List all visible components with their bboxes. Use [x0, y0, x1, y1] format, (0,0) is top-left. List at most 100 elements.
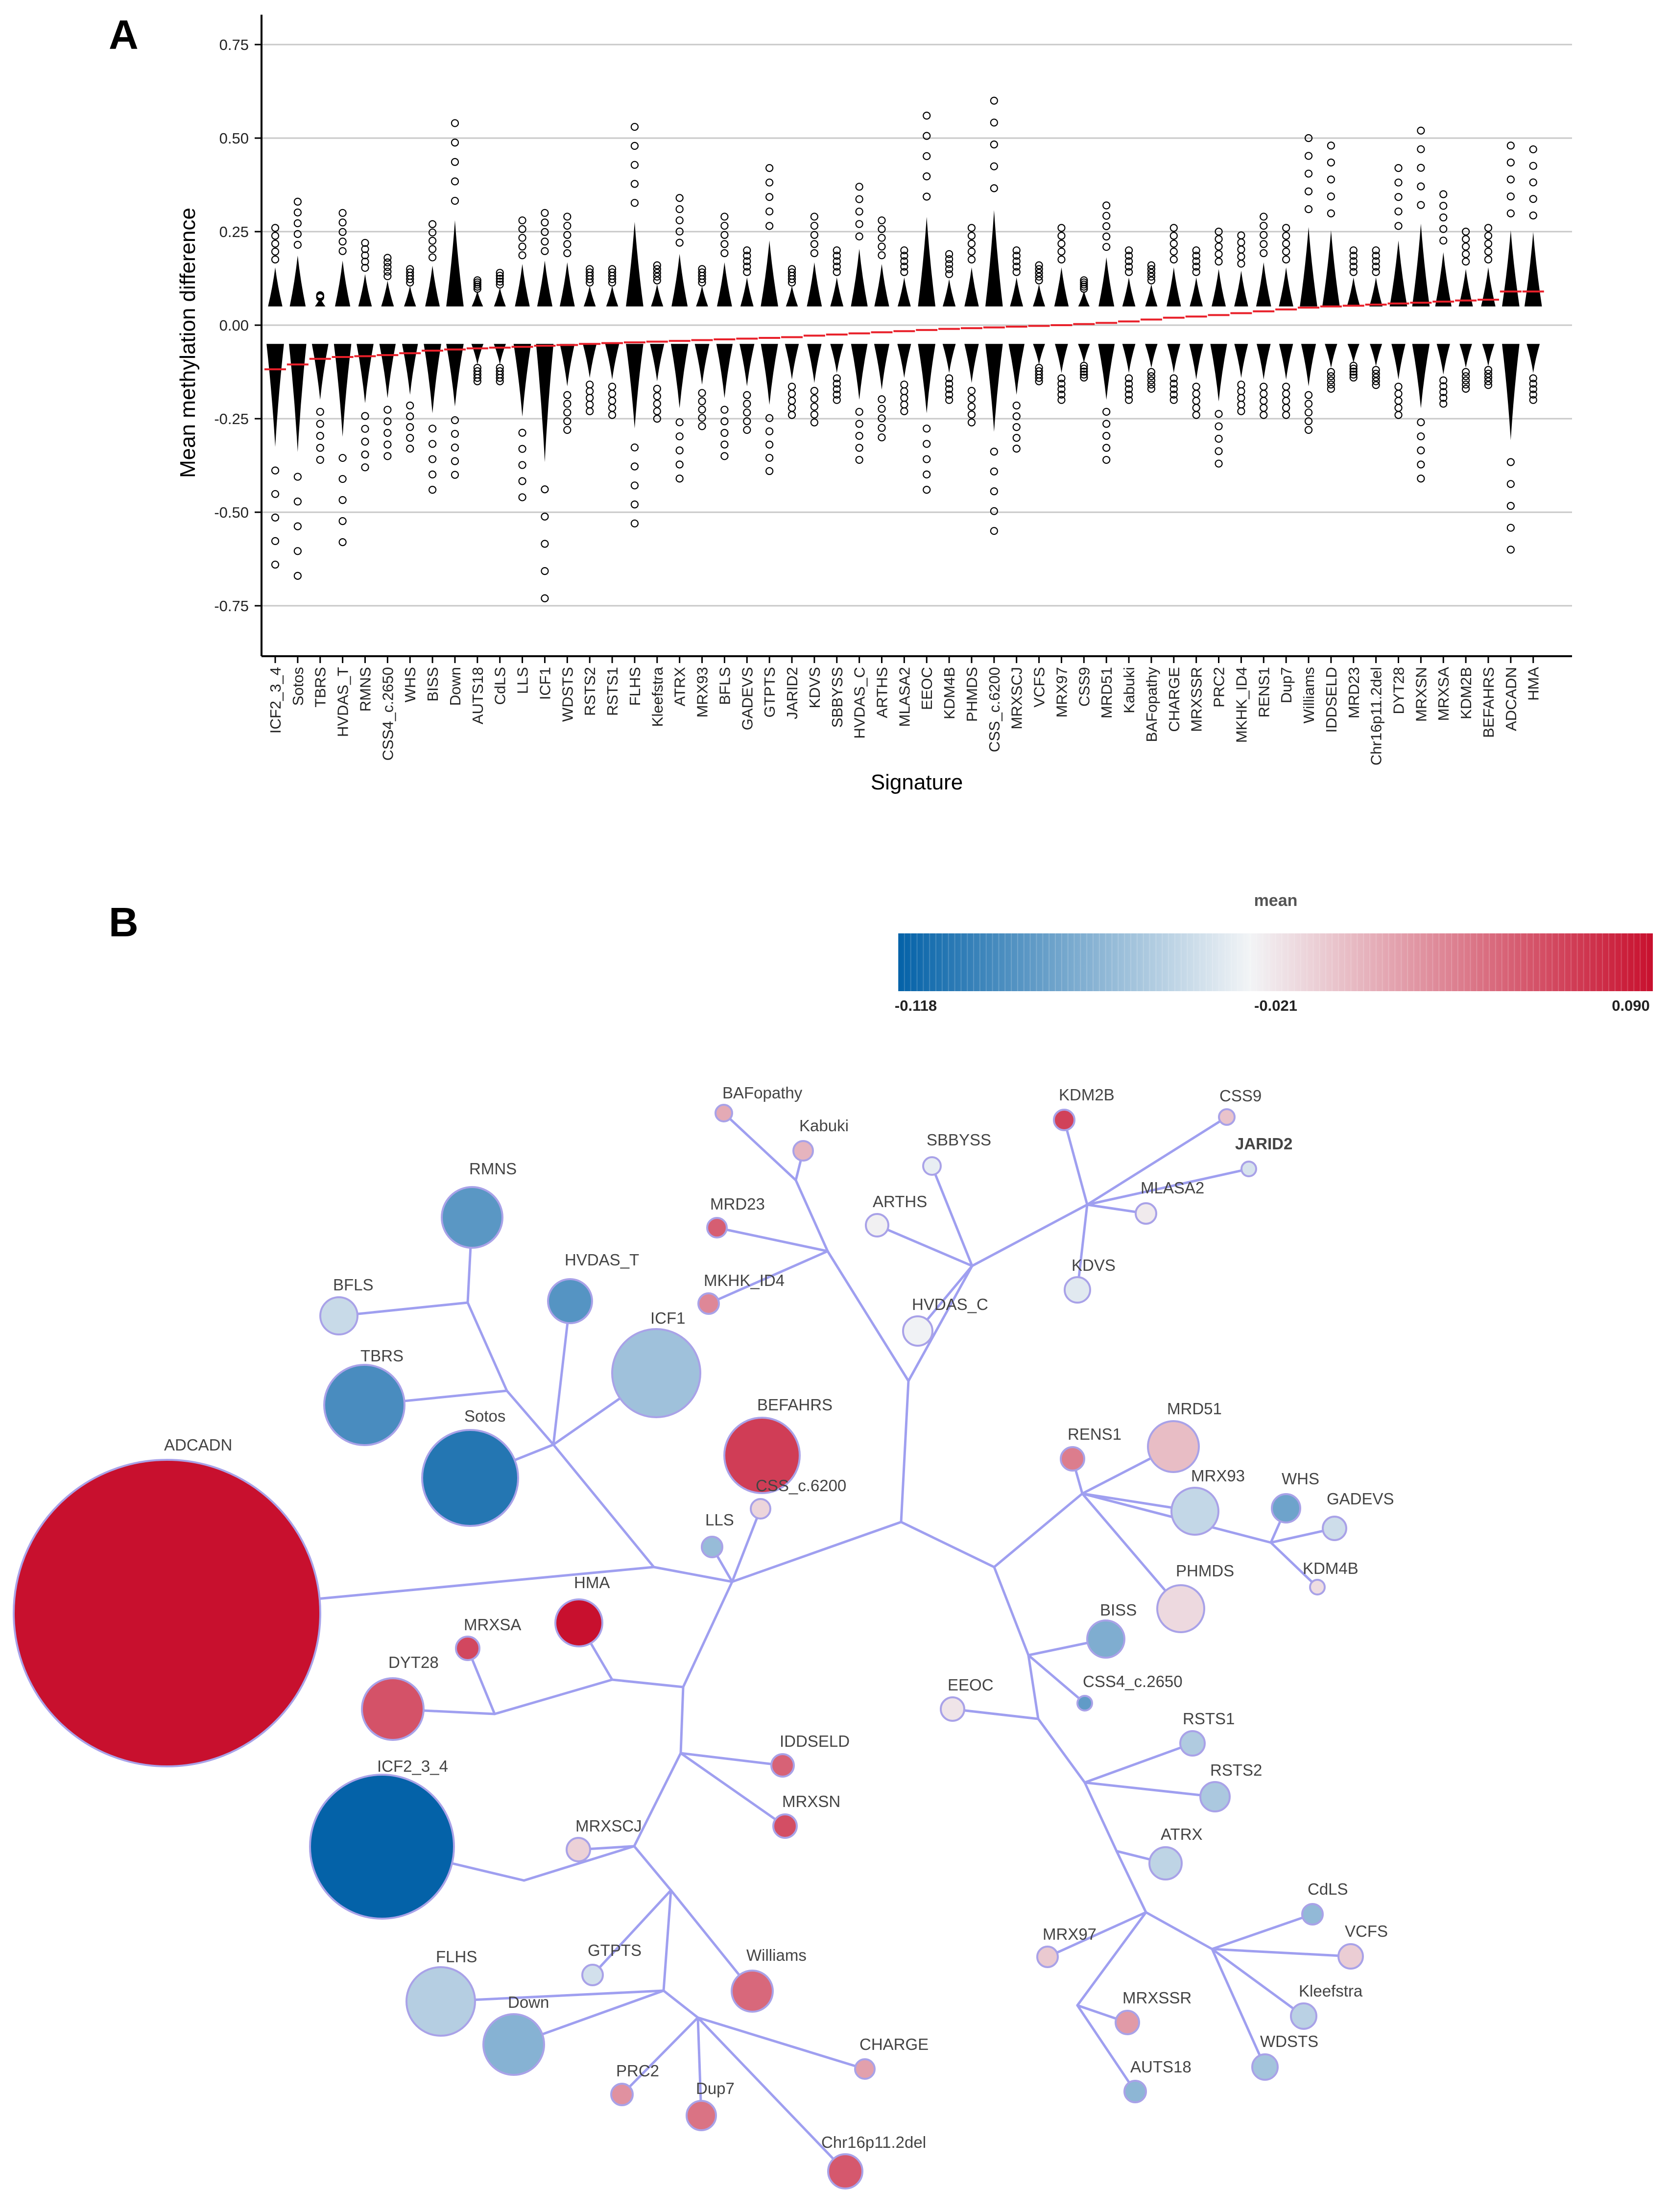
outlier-point [945, 260, 954, 268]
outlier-point [1282, 411, 1290, 419]
positive-density [1033, 284, 1046, 307]
outlier-point [361, 238, 369, 247]
outlier-point [406, 434, 414, 442]
network-edge [1027, 1654, 1086, 1705]
outlier-point [833, 390, 841, 399]
network-node-label: ICF1 [650, 1309, 686, 1327]
network-node [1301, 1903, 1324, 1926]
outlier-point [361, 451, 369, 459]
outlier-point [1012, 252, 1021, 260]
outlier-point [608, 397, 617, 405]
legend-title: mean [1254, 891, 1298, 910]
network-node-label: BISS [1100, 1601, 1137, 1619]
outlier-point [293, 571, 302, 580]
outlier-point [743, 262, 751, 271]
y-tick-label: -0.50 [214, 504, 249, 521]
positive-density [1300, 227, 1317, 307]
network-node-label: Williams [746, 1946, 807, 1964]
x-axis-ticks [274, 656, 1534, 663]
category-column [1347, 246, 1360, 382]
outlier-point [1080, 361, 1088, 370]
outlier-point [1394, 207, 1403, 215]
outlier-point [383, 440, 392, 449]
outlier-point [833, 374, 841, 382]
outlier-point [1462, 368, 1470, 376]
network-node [482, 2013, 545, 2076]
positive-density [472, 291, 483, 307]
network-edge [1081, 1492, 1182, 1610]
outlier-point [1147, 261, 1156, 269]
outlier-point [855, 232, 863, 240]
category-column [1458, 227, 1473, 393]
x-tick-label: BISS [424, 667, 441, 702]
category-column [1256, 213, 1271, 419]
outlier-point [878, 424, 886, 432]
outlier-point [271, 560, 280, 569]
outlier-point [653, 261, 661, 269]
outlier-point [1349, 364, 1358, 373]
outlier-point [945, 250, 954, 258]
network-node [1337, 1943, 1364, 1970]
positive-density [606, 285, 619, 307]
outlier-point [428, 237, 437, 245]
network-node [792, 1140, 814, 1162]
outlier-point [1057, 385, 1066, 393]
network-node [1271, 1493, 1301, 1523]
network-edge [679, 1686, 685, 1755]
outlier-point [1215, 227, 1223, 236]
network-edge [591, 1889, 672, 1976]
outlier-point [1462, 384, 1470, 393]
negative-density [716, 344, 733, 398]
outlier-point [1327, 158, 1335, 166]
x-tick-label: KDVS [806, 667, 823, 708]
outlier-point [1057, 390, 1066, 399]
outlier-point [967, 418, 976, 427]
outlier-point [833, 262, 841, 271]
category-column [897, 246, 911, 415]
outlier-point [1304, 205, 1313, 214]
outlier-point [428, 253, 437, 262]
outlier-point [878, 395, 886, 404]
outlier-point [473, 280, 481, 289]
outlier-point [608, 382, 617, 391]
outlier-point [967, 224, 976, 232]
network-node-label: GADEVS [1327, 1490, 1394, 1508]
network-node-label: CSS4_c.2650 [1083, 1672, 1183, 1690]
category-column [716, 213, 733, 460]
outlier-point [1506, 458, 1515, 466]
outlier-point [1506, 209, 1515, 217]
network-node [715, 1104, 733, 1122]
negative-density [1412, 344, 1430, 408]
outlier-point [383, 428, 392, 437]
network-node [361, 1677, 425, 1741]
outlier-point [293, 473, 302, 481]
outlier-point [945, 390, 954, 399]
y-tick-label: 0.25 [219, 223, 249, 240]
network-edge [1083, 1781, 1216, 1798]
outlier-point [990, 448, 998, 456]
network-edge [731, 1521, 903, 1583]
outlier-point [1215, 410, 1223, 418]
outlier-point [1372, 246, 1380, 255]
outlier-point [563, 213, 572, 221]
negative-density [1098, 344, 1115, 400]
positive-density [515, 264, 530, 307]
outlier-point [563, 391, 572, 399]
x-tick-label: WDSTS [559, 667, 576, 722]
outlier-point [1439, 202, 1448, 210]
outlier-point [518, 461, 526, 469]
x-tick-label: MRXSA [1435, 667, 1452, 721]
y-tick-label: -0.75 [214, 597, 249, 615]
positive-density [358, 274, 372, 307]
outlier-point [563, 231, 572, 239]
negative-density [830, 344, 844, 373]
network-node [940, 1696, 965, 1722]
category-column [1033, 261, 1046, 385]
x-tick-label: MRD51 [1098, 667, 1115, 718]
outlier-point [271, 255, 280, 263]
outlier-point [1192, 411, 1200, 419]
network-edge [696, 2016, 866, 2070]
network-node-label: SBBYSS [927, 1131, 991, 1149]
network-node [1053, 1109, 1075, 1131]
outlier-point [496, 268, 504, 277]
